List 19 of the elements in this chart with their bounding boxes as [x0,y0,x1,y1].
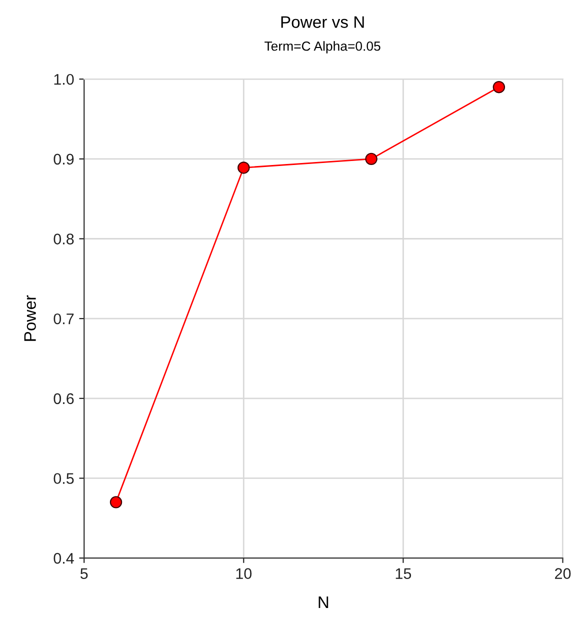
y-tick-label: 0.9 [54,154,74,165]
chart-subtitle: Term=C Alpha=0.05 [264,41,380,54]
x-tick-label: 10 [236,568,252,579]
x-tick-label: 5 [80,568,88,579]
y-tick-label: 0.5 [54,473,74,484]
y-axis-title: Power [24,295,36,341]
y-tick-label: 0.8 [54,234,74,244]
y-tick-label: 0.6 [54,393,74,404]
point [238,162,250,174]
point [110,496,122,508]
point [492,80,506,94]
point [365,152,378,166]
x-tick-label: 15 [396,568,412,579]
x-tick-label: 20 [555,568,571,579]
y-tick-label: 1.0 [54,74,74,85]
x-axis-title: N [318,596,328,608]
y-tick-label: 0.7 [54,313,74,324]
y-tick-label: 0.4 [54,552,74,564]
chart-title: Power vs N [281,16,364,28]
